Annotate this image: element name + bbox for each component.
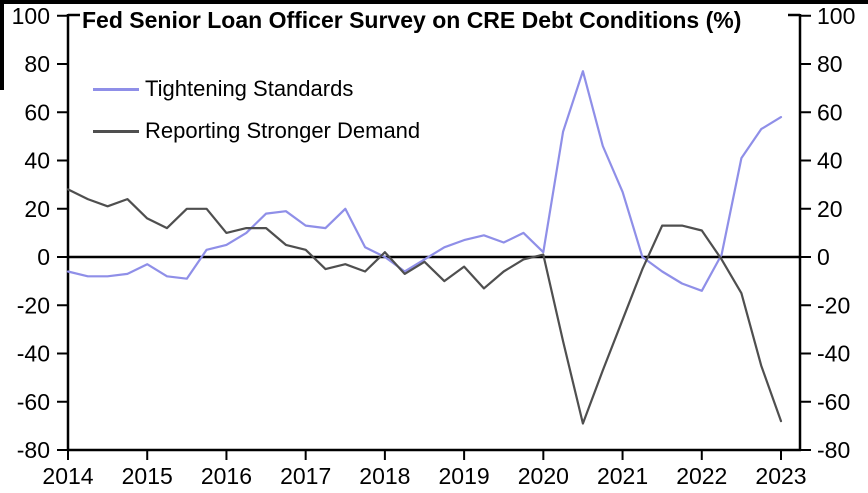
x-tick-label: 2017 xyxy=(280,463,331,489)
tightening-line-swatch xyxy=(93,87,139,91)
x-tick-label: 2016 xyxy=(201,463,252,489)
y-tick-label-right: 0 xyxy=(817,244,830,270)
y-tick-label-right: -20 xyxy=(817,292,850,318)
legend-label-demand: Reporting Stronger Demand xyxy=(145,118,421,143)
y-tick-label-left: 60 xyxy=(24,99,50,125)
series-line-1 xyxy=(66,188,783,425)
demand-line-swatch xyxy=(93,129,139,133)
y-tick-label-left: -60 xyxy=(17,389,50,415)
x-tick-label: 2023 xyxy=(755,463,806,489)
legend-item-demand: Reporting Stronger Demand xyxy=(93,118,420,144)
left-border xyxy=(0,0,4,90)
y-tick-label-left: 40 xyxy=(24,148,50,174)
legend-label-tightening: Tightening Standards xyxy=(145,76,354,101)
chart-title: Fed Senior Loan Officer Survey on CRE De… xyxy=(82,7,742,33)
y-tick-label-right: -40 xyxy=(817,341,850,367)
legend: Tightening Standards Reporting Stronger … xyxy=(93,76,420,160)
y-tick-label-left: -20 xyxy=(17,292,50,318)
x-tick-label: 2019 xyxy=(439,463,490,489)
x-tick-label: 2018 xyxy=(359,463,410,489)
y-tick-label-left: 100 xyxy=(12,3,50,29)
y-tick-label-left: 20 xyxy=(24,196,50,222)
y-tick-label-left: 80 xyxy=(24,51,50,77)
y-tick-label-right: 60 xyxy=(817,99,843,125)
x-tick-label: 2014 xyxy=(42,463,93,489)
y-tick-label-right: -60 xyxy=(817,389,850,415)
x-tick-label: 2015 xyxy=(122,463,173,489)
y-tick-label-left: 0 xyxy=(37,244,50,270)
x-tick-label: 2022 xyxy=(676,463,727,489)
y-tick-label-right: 20 xyxy=(817,196,843,222)
y-tick-label-right: 80 xyxy=(817,51,843,77)
y-tick-label-right: -80 xyxy=(817,437,850,463)
x-tick-label: 2020 xyxy=(518,463,569,489)
y-tick-label-right: 40 xyxy=(817,148,843,174)
y-tick-label-left: -80 xyxy=(17,437,50,463)
x-tick-label: 2021 xyxy=(597,463,648,489)
series-line-0 xyxy=(66,70,783,292)
legend-item-tightening: Tightening Standards xyxy=(93,76,420,102)
top-border xyxy=(0,0,868,4)
y-tick-label-left: -40 xyxy=(17,341,50,367)
y-tick-label-right: 100 xyxy=(817,3,855,29)
